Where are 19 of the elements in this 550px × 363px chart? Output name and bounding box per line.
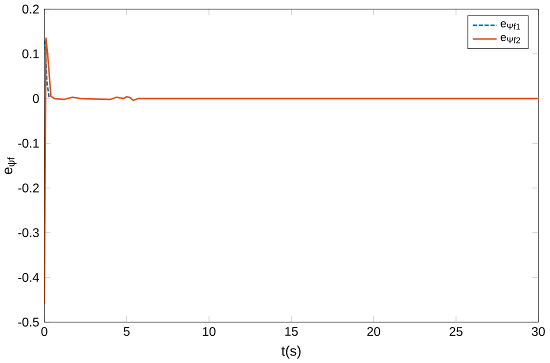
y-tick-label: 0 [32, 94, 39, 103]
y-tick-label: -0.5 [18, 318, 39, 326]
x-tick-label: 10 [202, 326, 216, 336]
y-tick-label: -0.3 [18, 228, 39, 238]
y-tick-label: 0.2 [22, 4, 39, 14]
legend-label: e$_{Ψf2}$ [500, 34, 520, 44]
x-tick-label: 15 [285, 326, 298, 336]
x-tick-label: 20 [367, 326, 380, 336]
y-tick-label: -0.1 [18, 138, 39, 148]
x-tick-label: 0 [41, 326, 48, 336]
x-tick-label: 25 [450, 326, 462, 336]
y-tick-label: -0.2 [18, 183, 39, 192]
x-tick-label: 5 [124, 326, 130, 336]
y-axis-title: e$_{ψf}$ [4, 157, 16, 174]
x-axis-title: t(s) [281, 345, 301, 358]
legend-label: e$_{Ψf1}$ [500, 21, 520, 30]
y-tick-label: 0.1 [22, 49, 39, 58]
x-tick-label: 30 [532, 326, 545, 336]
y-tick-label: -0.4 [18, 272, 40, 282]
